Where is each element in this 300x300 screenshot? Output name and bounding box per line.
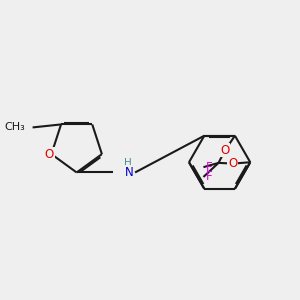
Text: F: F [206,170,213,184]
Text: H: H [124,158,132,169]
Text: CH₃: CH₃ [4,122,25,132]
Text: F: F [206,161,213,174]
Text: O: O [228,157,237,170]
Text: O: O [45,148,54,160]
Text: O: O [220,144,230,157]
Text: N: N [124,166,133,179]
